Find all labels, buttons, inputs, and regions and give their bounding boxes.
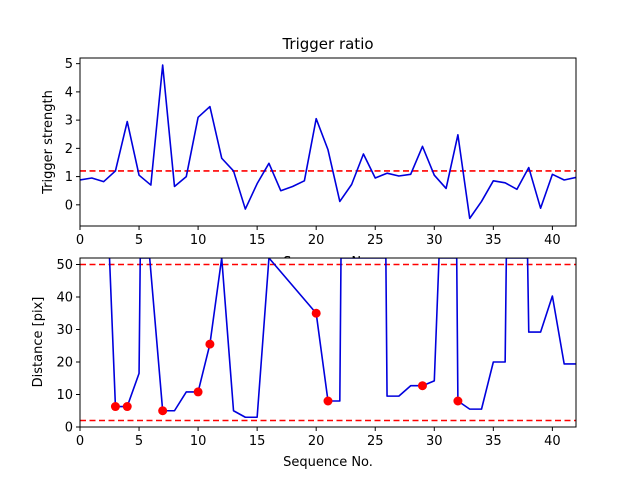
top-x-tick-label: 5 — [135, 233, 143, 248]
bottom-x-tick-label: 30 — [426, 434, 443, 449]
top-x-tick-label: 0 — [76, 233, 84, 248]
bottom-x-tick-label: 20 — [308, 434, 325, 449]
bottom-marker-point — [122, 402, 132, 412]
top-x-tick-label: 15 — [249, 233, 266, 248]
bottom-y-tick-label: 0 — [65, 421, 73, 436]
top-x-tick-label: 40 — [544, 233, 561, 248]
bottom-x-tick-label: 0 — [76, 434, 84, 449]
bottom-marker-point — [417, 381, 427, 391]
top-x-tick-label: 10 — [190, 233, 207, 248]
top-y-tick-label: 0 — [65, 198, 73, 213]
bottom-axes-frame — [79, 257, 577, 428]
top-y-tick-label: 2 — [65, 142, 73, 157]
bottom-marker-point — [323, 396, 333, 406]
top-axes-frame — [79, 57, 577, 227]
top-x-tick-label: 30 — [426, 233, 443, 248]
bottom-x-tick-label: 10 — [190, 434, 207, 449]
bottom-marker-point — [158, 406, 168, 416]
top-y-tick-label: 1 — [65, 170, 73, 185]
bottom-y-tick-label: 20 — [56, 356, 73, 371]
top-x-tick-label: 35 — [485, 233, 502, 248]
top-y-tick-label: 4 — [65, 85, 73, 100]
bottom-y-tick-label: 50 — [56, 258, 73, 273]
bottom-y-tick-label: 40 — [56, 291, 73, 306]
bottom-x-tick-label: 40 — [544, 434, 561, 449]
bottom-x-tick-label: 25 — [367, 434, 384, 449]
bottom-y-axis-label: Distance [pix] — [31, 297, 46, 388]
top-series-line-0 — [80, 64, 576, 220]
trigger-ratio-plot-area: 0 5 10 15 20 25 30 35 40 0 1 2 3 4 5 — [65, 57, 577, 248]
bottom-series-line-0 — [108, 258, 576, 419]
top-plot-background — [80, 58, 576, 226]
bottom-marker-point — [205, 339, 215, 349]
distance-panel: 0 5 10 15 20 25 30 35 40 0 10 20 30 40 50 Sequence No.… — [31, 257, 577, 470]
bottom-marker-point — [453, 396, 463, 406]
chart-title: Trigger ratio — [281, 35, 373, 53]
bottom-marker-point — [193, 387, 203, 397]
bottom-x-axis-label: Sequence No. — [283, 455, 373, 470]
bottom-x-tick-label: 35 — [485, 434, 502, 449]
top-y-axis-label: Trigger strength — [41, 90, 56, 195]
bottom-x-tick-label: 15 — [249, 434, 266, 449]
bottom-x-tick-label: 5 — [135, 434, 143, 449]
bottom-marker-point — [311, 308, 321, 318]
top-x-tick-label: 25 — [367, 233, 384, 248]
top-y-tick-label: 3 — [65, 114, 73, 129]
distance-plot-area: 0 5 10 15 20 25 30 35 40 0 10 20 30 40 50 — [56, 257, 577, 449]
bottom-marker-point — [110, 402, 120, 412]
top-x-tick-label: 20 — [308, 233, 325, 248]
bottom-y-tick-label: 10 — [56, 388, 73, 403]
bottom-y-tick-label: 30 — [56, 323, 73, 338]
top-y-tick-label: 5 — [65, 57, 73, 72]
